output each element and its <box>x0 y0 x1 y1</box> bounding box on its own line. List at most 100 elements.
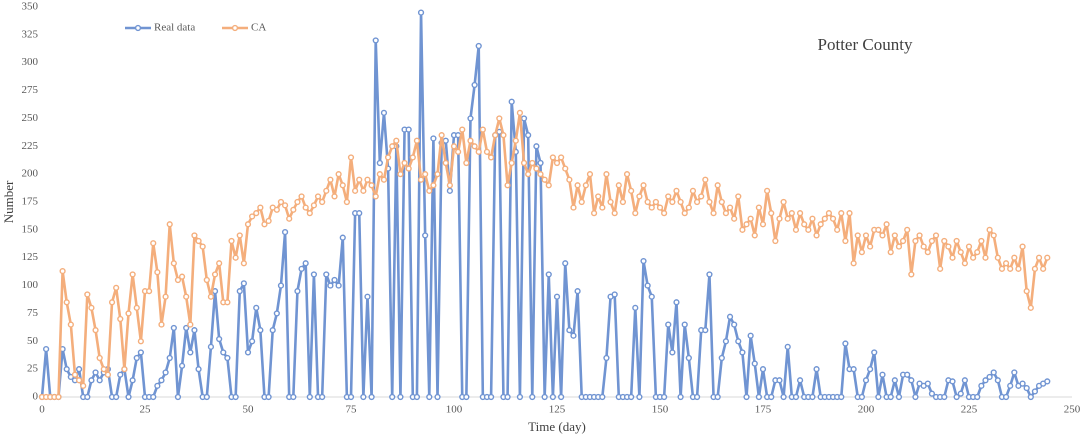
point <box>84 291 91 298</box>
point <box>998 265 1006 272</box>
point <box>747 215 754 222</box>
point <box>615 182 622 189</box>
point <box>978 237 985 245</box>
point <box>677 393 684 401</box>
point <box>463 393 470 401</box>
point <box>706 198 713 206</box>
point <box>508 159 515 167</box>
x-tick-label: 75 <box>346 404 358 416</box>
point <box>895 393 903 401</box>
point <box>912 393 919 401</box>
point <box>1019 380 1026 387</box>
point <box>508 98 515 105</box>
point <box>405 165 412 172</box>
point <box>430 182 437 189</box>
point <box>895 243 903 250</box>
x-tick-label: 0 <box>39 404 45 416</box>
point <box>133 354 140 362</box>
point <box>430 135 437 142</box>
point <box>195 237 202 245</box>
point <box>726 204 734 211</box>
point <box>335 282 342 289</box>
point <box>768 393 775 401</box>
point <box>970 254 977 261</box>
point <box>636 193 643 200</box>
point <box>434 171 441 178</box>
point <box>380 176 388 183</box>
point <box>525 132 532 139</box>
point <box>533 143 540 150</box>
point <box>854 232 861 239</box>
point <box>726 313 734 320</box>
point <box>669 349 676 356</box>
point <box>442 159 449 167</box>
point <box>628 393 635 401</box>
point <box>446 187 453 194</box>
point <box>735 338 742 345</box>
point <box>545 182 552 189</box>
point <box>146 288 153 295</box>
point <box>277 198 285 206</box>
point <box>63 366 70 373</box>
point <box>1011 254 1018 261</box>
y-tick-label: 300 <box>22 56 39 68</box>
point <box>537 171 544 178</box>
point <box>203 393 210 401</box>
point <box>891 377 898 384</box>
point <box>739 349 746 356</box>
point <box>113 393 120 401</box>
point <box>529 393 536 401</box>
point <box>751 360 758 367</box>
point <box>516 393 524 401</box>
point <box>1011 369 1018 376</box>
point <box>467 115 474 122</box>
point <box>570 332 577 339</box>
point <box>665 193 672 200</box>
point <box>776 377 783 384</box>
point <box>158 321 165 328</box>
point <box>286 215 293 222</box>
point <box>137 338 144 345</box>
point <box>323 187 330 194</box>
point <box>129 377 136 384</box>
point <box>850 366 857 373</box>
point <box>133 304 140 311</box>
point <box>759 366 767 373</box>
point <box>187 321 194 328</box>
point <box>772 237 779 245</box>
point <box>207 293 215 300</box>
point <box>867 243 874 250</box>
y-tick-label: 225 <box>22 140 39 152</box>
point <box>784 215 791 222</box>
point <box>731 321 738 328</box>
point <box>636 393 643 401</box>
point <box>471 143 478 150</box>
series-line <box>40 11 1048 399</box>
point <box>829 215 837 222</box>
point <box>982 254 989 261</box>
point <box>339 182 346 189</box>
point <box>574 288 581 295</box>
point <box>990 232 997 239</box>
point <box>932 232 940 239</box>
point <box>809 215 816 222</box>
point <box>323 271 330 278</box>
point <box>113 284 120 291</box>
point <box>875 226 882 233</box>
point <box>298 193 305 200</box>
point <box>372 37 379 44</box>
point <box>722 210 730 217</box>
point <box>574 182 581 189</box>
point <box>154 382 161 389</box>
point <box>928 390 936 397</box>
x-tick-label: 225 <box>961 404 978 416</box>
point <box>236 288 243 295</box>
point <box>994 377 1001 384</box>
point <box>558 154 565 161</box>
point <box>261 221 268 228</box>
point <box>669 198 676 206</box>
point <box>603 171 610 178</box>
point <box>706 271 713 278</box>
point <box>92 369 99 376</box>
